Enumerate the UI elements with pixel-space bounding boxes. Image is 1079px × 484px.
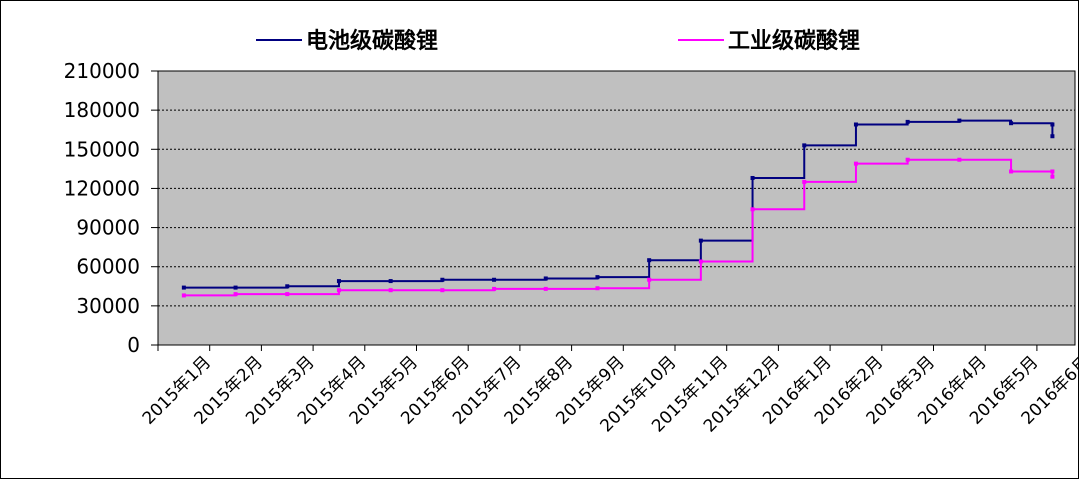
- series-point-1: [905, 157, 910, 162]
- y-tick-label: 60000: [76, 255, 140, 279]
- series-point-1: [647, 277, 652, 282]
- series-point-0: [336, 279, 341, 284]
- series-point-1: [595, 286, 600, 291]
- series-point-0: [233, 285, 238, 290]
- series-point-0: [388, 279, 393, 284]
- series-point-0: [440, 277, 445, 282]
- series-point-1: [1050, 174, 1055, 179]
- series-point-1: [750, 207, 755, 212]
- series-point-1: [336, 288, 341, 293]
- series-point-1: [802, 179, 807, 184]
- y-tick-label: 120000: [64, 176, 140, 200]
- series-point-1: [543, 286, 548, 291]
- y-tick-label: 180000: [64, 98, 140, 122]
- series-point-1: [698, 259, 703, 264]
- series-point-0: [285, 284, 290, 289]
- series-point-0: [1050, 122, 1055, 127]
- series-point-0: [957, 118, 962, 123]
- y-tick-label: 150000: [64, 137, 140, 161]
- gridlines: [158, 70, 1075, 307]
- series-point-0: [492, 277, 497, 282]
- series-point-0: [1009, 121, 1014, 126]
- series-point-0: [543, 276, 548, 281]
- y-axis-ticks: 0 30000 60000 90000 120000 150000 180000 210000: [64, 59, 158, 357]
- y-tick-label: 0: [127, 333, 140, 357]
- axes: [157, 71, 1075, 346]
- plot-area-background: [157, 70, 1076, 346]
- series-point-1: [181, 293, 186, 298]
- series-point-0: [1050, 134, 1055, 139]
- series-point-1: [492, 286, 497, 291]
- series-point-1: [1009, 169, 1014, 174]
- series-point-0: [647, 258, 652, 263]
- y-tick-label: 30000: [76, 294, 140, 318]
- series-point-1: [853, 161, 858, 166]
- series-point-0: [750, 175, 755, 180]
- series-point-0: [853, 122, 858, 127]
- series-point-0: [595, 275, 600, 280]
- y-tick-label: 210000: [64, 59, 140, 83]
- series-point-1: [957, 157, 962, 162]
- series-point-0: [905, 119, 910, 124]
- series-point-1: [1050, 169, 1055, 174]
- series-point-1: [440, 288, 445, 293]
- legend-label-industrial-grade: 工业级碳酸锂: [728, 28, 860, 54]
- series-point-1: [285, 292, 290, 297]
- series-point-0: [698, 238, 703, 243]
- y-tick-label: 90000: [76, 216, 140, 240]
- series-point-1: [388, 288, 393, 293]
- series-point-1: [233, 292, 238, 297]
- series-point-0: [802, 143, 807, 148]
- legend-label-battery-grade: 电池级碳酸锂: [306, 28, 438, 54]
- series-point-0: [181, 285, 186, 290]
- series-group: [181, 118, 1055, 298]
- legend: 电池级碳酸锂 工业级碳酸锂: [256, 28, 860, 54]
